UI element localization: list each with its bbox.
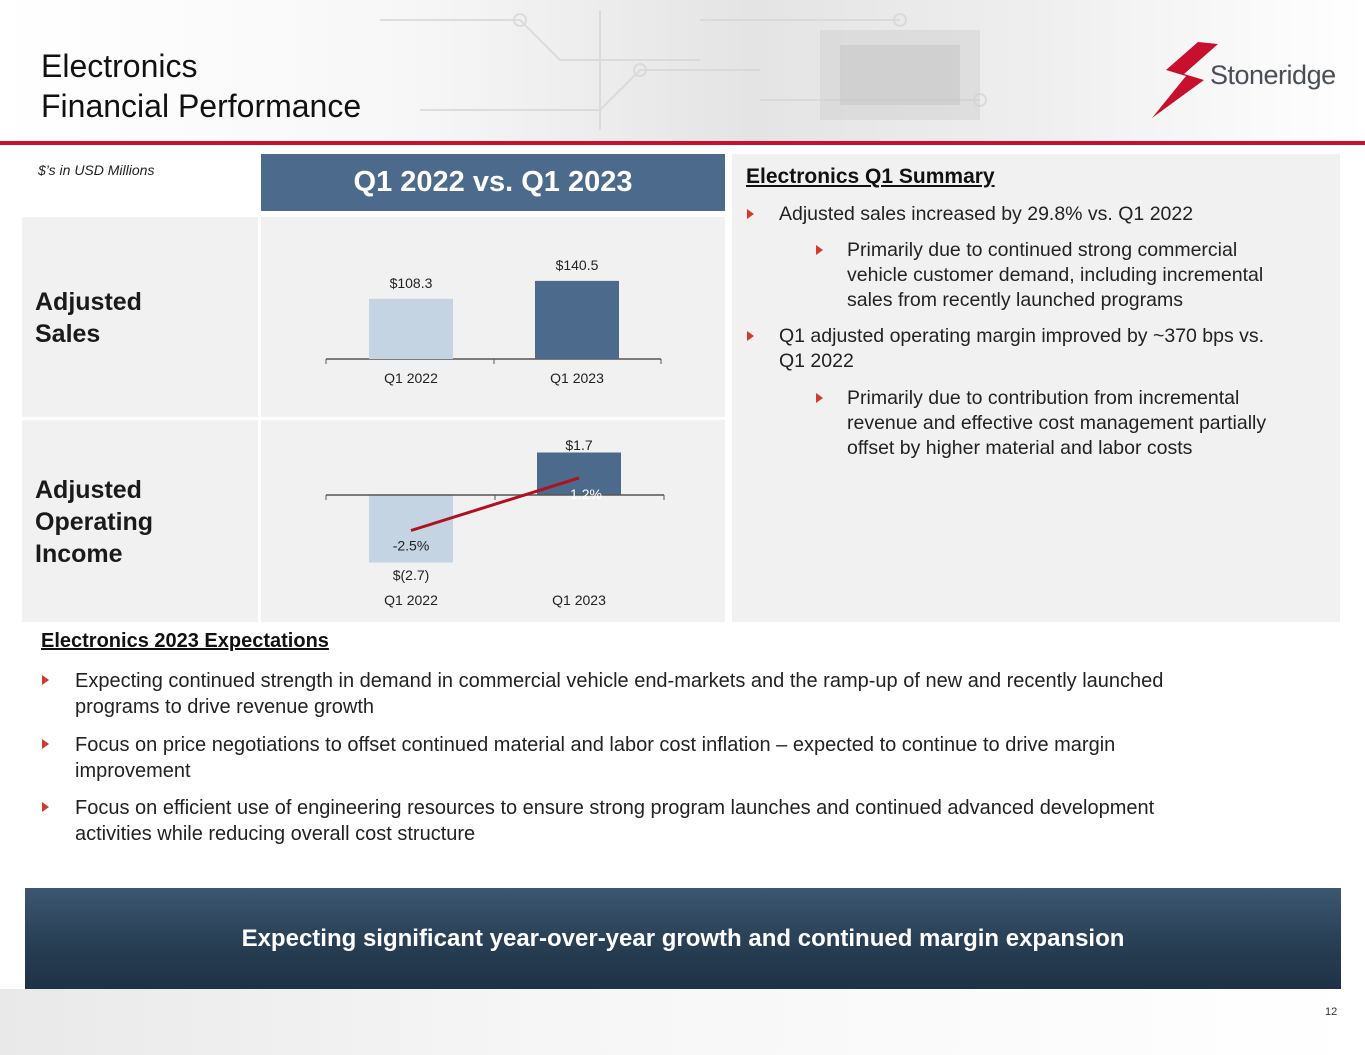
expectation-bullet-3-line-1: Focus on efficient use of engineering re… bbox=[75, 797, 1155, 819]
circuit-pattern-decoration bbox=[380, 10, 987, 130]
page-title: Electronics Financial Performance bbox=[41, 46, 361, 126]
expectation-bullet-1-line-2: programs to drive revenue growth bbox=[75, 696, 375, 718]
summary-title: Electronics Q1 Summary bbox=[746, 165, 995, 188]
summary-subbullet-1: Primarily due to continued strong commer… bbox=[847, 238, 1263, 313]
adjusted-operating-income-label: Adjusted Operating Income bbox=[35, 474, 153, 570]
logo-text: Stoneridge bbox=[1210, 60, 1336, 90]
expectation-bullet-2-line-2: improvement bbox=[75, 760, 191, 782]
bullet-arrow-icon bbox=[816, 393, 823, 403]
expectation-bullet-1-line-1: Expecting continued strength in demand i… bbox=[75, 670, 1164, 692]
comparison-banner: Q1 2022 vs. Q1 2023 bbox=[261, 154, 725, 211]
bullet-arrow-icon bbox=[816, 245, 823, 255]
x-tick-label: Q1 2023 bbox=[552, 592, 606, 608]
summary-panel bbox=[732, 154, 1340, 622]
expectation-bullet-2: Focus on price negotiations to offset co… bbox=[75, 732, 1115, 784]
summary-subbullet-2-line-2: revenue and effective cost management pa… bbox=[847, 412, 1267, 434]
bullet-arrow-icon bbox=[42, 675, 49, 685]
key-message-banner: Expecting significant year-over-year gro… bbox=[25, 888, 1341, 989]
data-label: $108.3 bbox=[390, 275, 433, 291]
expectation-bullet-1: Expecting continued strength in demand i… bbox=[75, 668, 1163, 720]
margin-label: -2.5% bbox=[393, 538, 430, 554]
expectation-bullet-3-line-2: activities while reducing overall cost s… bbox=[75, 823, 476, 845]
adjusted-operating-income-chart: $(2.7) $1.7 -2.5% 1.2% Q1 2022 Q1 2023 bbox=[325, 437, 665, 608]
summary-subbullet-2-line-1: Primarily due to contribution from incre… bbox=[847, 387, 1240, 409]
summary-subbullet-2-line-3: offset by higher material and labor cost… bbox=[847, 437, 1193, 459]
summary-subbullet-1-line-1: Primarily due to continued strong commer… bbox=[847, 239, 1238, 261]
summary-bullet-2: Q1 adjusted operating margin improved by… bbox=[779, 324, 1264, 374]
margin-label: 1.2% bbox=[570, 486, 602, 502]
operating-income-label-line-1: Adjusted bbox=[35, 476, 142, 504]
expectation-bullet-3: Focus on efficient use of engineering re… bbox=[75, 795, 1154, 847]
adjusted-sales-label-line-1: Adjusted bbox=[35, 288, 142, 316]
units-note: $’s in USD Millions bbox=[38, 162, 155, 178]
header-red-rule bbox=[0, 141, 1365, 145]
summary-bullet-1: Adjusted sales increased by 29.8% vs. Q1… bbox=[779, 203, 1194, 225]
stoneridge-logo-icon bbox=[1152, 42, 1218, 118]
key-message-text: Expecting significant year-over-year gro… bbox=[241, 924, 1125, 952]
expectation-bullet-2-line-1: Focus on price negotiations to offset co… bbox=[75, 734, 1116, 756]
data-label: $140.5 bbox=[556, 257, 599, 273]
adjusted-sales-label: Adjusted Sales bbox=[35, 286, 142, 350]
bar-q1-2022 bbox=[369, 298, 453, 359]
data-label: $1.7 bbox=[565, 437, 592, 453]
panel-divider-horizontal bbox=[22, 417, 725, 420]
data-label: $(2.7) bbox=[393, 567, 430, 583]
x-tick-label: Q1 2022 bbox=[384, 370, 438, 386]
operating-income-label-line-2: Operating bbox=[35, 508, 154, 536]
summary-bullet-2-line-2: Q1 2022 bbox=[779, 350, 854, 372]
title-line-1: Electronics bbox=[41, 48, 198, 84]
footer-background bbox=[0, 989, 1365, 1055]
x-tick-label: Q1 2023 bbox=[550, 370, 604, 386]
summary-subbullet-1-line-3: sales from recently launched programs bbox=[847, 289, 1183, 311]
bullet-arrow-icon bbox=[747, 331, 754, 341]
expectations-title: Electronics 2023 Expectations bbox=[41, 630, 329, 652]
bar-q1-2022 bbox=[369, 495, 453, 563]
operating-income-label-line-3: Income bbox=[35, 540, 123, 568]
summary-bullet-2-line-1: Q1 adjusted operating margin improved by… bbox=[779, 325, 1265, 347]
summary-subbullet-1-line-2: vehicle customer demand, including incre… bbox=[847, 264, 1264, 286]
adjusted-sales-label-line-2: Sales bbox=[35, 320, 101, 348]
adjusted-sales-chart: $108.3 Q1 2022 $140.5 Q1 2023 bbox=[325, 257, 662, 386]
title-line-2: Financial Performance bbox=[41, 88, 362, 124]
header-background bbox=[0, 0, 1365, 141]
summary-subbullet-2: Primarily due to contribution from incre… bbox=[847, 386, 1266, 461]
x-tick-label: Q1 2022 bbox=[384, 592, 438, 608]
bullet-arrow-icon bbox=[42, 802, 49, 812]
bar-q1-2023 bbox=[535, 280, 619, 359]
bullet-arrow-icon bbox=[42, 739, 49, 749]
operating-margin-line bbox=[410, 476, 580, 532]
bullet-arrow-icon bbox=[747, 209, 754, 219]
page-number: 12 bbox=[1325, 1006, 1338, 1018]
